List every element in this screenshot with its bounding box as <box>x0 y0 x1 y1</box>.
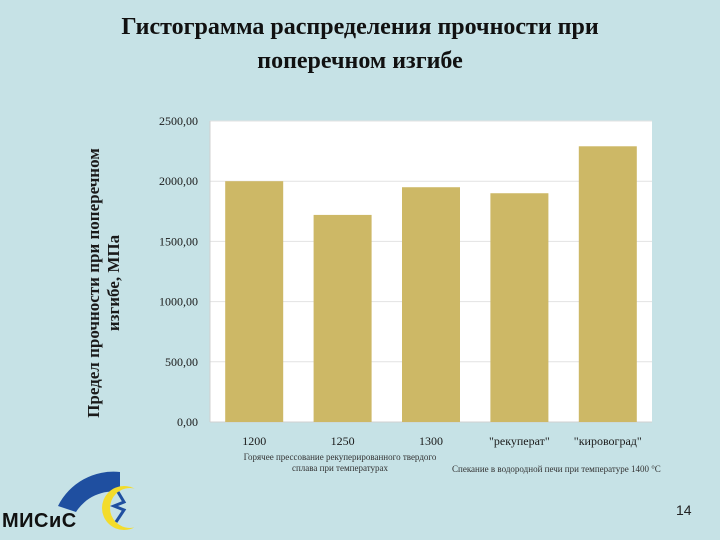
bar <box>313 214 372 422</box>
sintering-note: Спекание в водородной печи при температу… <box>452 464 661 474</box>
misis-logo-icon <box>58 471 150 530</box>
hot-pressing-note: Горячее прессование рекуперированного тв… <box>243 452 437 473</box>
x-tick-label: 1300 <box>419 434 443 448</box>
slide-title: Гистограмма распределения прочности при … <box>0 10 720 78</box>
logo-text: МИСиС <box>2 510 77 532</box>
x-tick-label: "рекуперат" <box>489 434 550 448</box>
slide-title-line-1: Гистограмма распределения прочности при <box>121 14 599 40</box>
slide-title-line-2: поперечном изгибе <box>257 48 463 74</box>
y-tick-label: 500,00 <box>165 355 198 369</box>
x-tick-label: "кировоград" <box>574 434 642 448</box>
y-axis-label-line-1: Предел прочности при поперечном <box>84 148 103 418</box>
y-tick-label: 0,00 <box>177 415 198 429</box>
y-tick-label: 2000,00 <box>159 174 198 188</box>
y-axis-label: Предел прочности при поперечном изгибе, … <box>84 148 124 418</box>
y-tick-label: 1000,00 <box>159 295 198 309</box>
bar <box>225 181 284 422</box>
bar <box>402 187 460 422</box>
bar <box>490 193 549 422</box>
y-axis-label-line-2: изгибе, МПа <box>104 234 123 332</box>
y-tick-label: 2500,00 <box>159 114 198 128</box>
page-number: 14 <box>676 502 692 518</box>
y-tick-label: 1500,00 <box>159 234 198 248</box>
x-tick-label: 1250 <box>331 434 355 448</box>
x-tick-label: 1200 <box>242 434 266 448</box>
bar <box>578 146 637 422</box>
